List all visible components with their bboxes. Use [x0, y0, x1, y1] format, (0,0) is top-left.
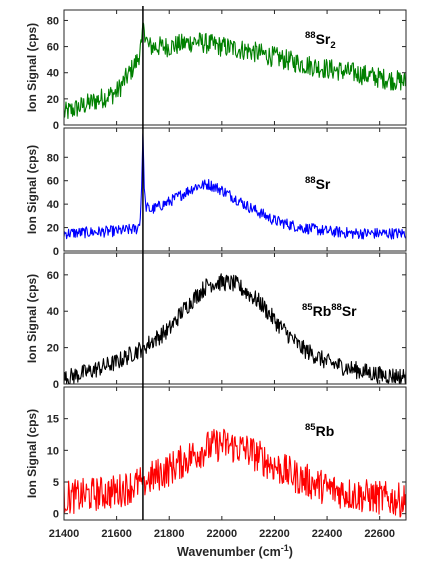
panel-frame-4	[63, 386, 407, 521]
species-label: 85Rb88Sr	[302, 302, 357, 319]
panel-frame-1	[63, 9, 407, 126]
y-tick-label: 0	[53, 120, 59, 132]
panel-frame-2	[63, 127, 407, 252]
spectrum-trace-3	[63, 273, 407, 385]
y-tick-label: 80	[47, 15, 59, 27]
x-tick-label: 21600	[101, 528, 132, 540]
spectrum-trace-4	[63, 428, 407, 519]
y-tick-label: 80	[47, 152, 59, 164]
x-tick-label: 21800	[154, 528, 185, 540]
x-tick-label: 22400	[312, 528, 343, 540]
y-tick-label: 0	[53, 246, 59, 258]
y-tick-label: 20	[47, 94, 59, 106]
y-tick-label: 40	[47, 199, 59, 211]
y-tick-label: 40	[47, 306, 59, 318]
y-tick-label: 15	[47, 414, 59, 426]
species-label: 88Sr	[305, 175, 331, 192]
y-axis-label: Ion Signal (cps)	[25, 145, 39, 234]
panel-frame-3	[63, 252, 407, 385]
y-tick-label: 0	[53, 379, 59, 391]
spectrum-trace-1	[63, 21, 407, 120]
x-tick-label: 22200	[259, 528, 290, 540]
y-tick-label: 5	[53, 477, 59, 489]
y-tick-label: 20	[47, 223, 59, 235]
x-axis-label: Wavenumber (cm-1)	[177, 543, 293, 559]
y-tick-label: 20	[47, 343, 59, 355]
y-axis-label: Ion Signal (cps)	[25, 409, 39, 498]
y-tick-label: 60	[47, 176, 59, 188]
y-tick-label: 60	[47, 42, 59, 54]
spectrum-trace-2	[63, 133, 407, 240]
x-tick-label: 22000	[207, 528, 238, 540]
y-axis-label: Ion Signal (cps)	[25, 23, 39, 112]
y-tick-label: 10	[47, 445, 59, 457]
species-label: 88Sr2	[305, 30, 336, 51]
y-tick-label: 0	[53, 509, 59, 521]
y-axis-label: Ion Signal (cps)	[25, 274, 39, 363]
y-tick-label: 60	[47, 270, 59, 282]
x-tick-label: 22600	[364, 528, 395, 540]
y-tick-label: 40	[47, 68, 59, 80]
species-label: 85Rb	[305, 422, 334, 439]
x-tick-label: 21400	[49, 528, 80, 540]
